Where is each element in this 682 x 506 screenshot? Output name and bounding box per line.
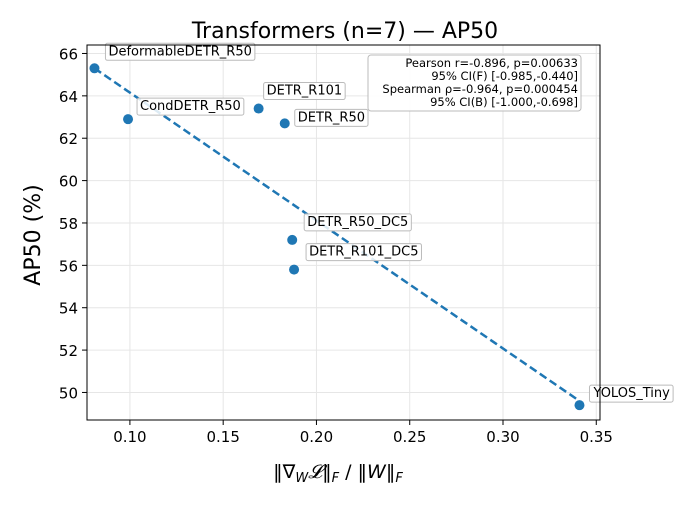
data-point — [574, 400, 585, 411]
data-point — [123, 114, 134, 125]
y-tick-label: 54 — [59, 300, 78, 318]
plot-frame — [86, 44, 601, 421]
y-tick-label: 56 — [59, 257, 78, 275]
point-label-box — [104, 42, 256, 61]
stats-line: Spearman ρ=-0.964, p=0.000454 — [382, 82, 578, 96]
point-label-text: DETR_R101 — [267, 84, 343, 99]
x-axis-title-part: / ‖ — [339, 461, 367, 483]
x-tick-label: 0.30 — [486, 428, 519, 446]
fit-line-group — [93, 67, 581, 402]
chart-title: Transformers (n=7) — AP50 — [191, 19, 498, 44]
x-tick-label: 0.10 — [113, 428, 146, 446]
y-axis-title: AP50 (%) — [21, 184, 46, 285]
point-label-text: DETR_R50_DC5 — [307, 215, 408, 230]
y-tick-label: 60 — [59, 173, 78, 191]
stats-box: Pearson r=-0.896, p=0.00633 95% CI(F) [-… — [367, 54, 582, 112]
point-label-text: CondDETR_R50 — [140, 99, 241, 114]
stats-line: Pearson r=-0.896, p=0.00633 — [405, 56, 578, 70]
data-point — [89, 63, 100, 74]
y-tick-label: 52 — [59, 342, 78, 360]
y-ticks: 50 52 54 56 58 60 62 64 66 — [59, 45, 87, 402]
y-tick-label: 64 — [59, 88, 78, 106]
y-tick-label: 66 — [59, 45, 78, 63]
point-label: DETR_R101 — [263, 82, 346, 101]
data-point — [253, 103, 264, 114]
point-label-text: DETR_R50 — [298, 110, 365, 125]
point-label-box — [588, 384, 674, 403]
point-label: CondDETR_R50 — [136, 97, 245, 116]
stats-box-frame — [367, 54, 582, 112]
point-label-box — [136, 97, 245, 116]
fit-line — [93, 67, 581, 402]
x-axis-title-part: ‖ — [386, 461, 396, 483]
data-point — [279, 118, 290, 129]
point-label: DeformableDETR_R50 — [104, 42, 256, 61]
point-label: DETR_R101_DC5 — [305, 243, 422, 262]
point-label-text: DeformableDETR_R50 — [108, 44, 251, 59]
y-tick-label: 58 — [59, 215, 78, 233]
x-axis-title-part: ‖∇ — [273, 461, 296, 483]
x-tick-label: 0.35 — [580, 428, 613, 446]
x-axis-title-part: W — [367, 461, 387, 483]
point-label: DETR_R50 — [294, 108, 369, 127]
x-tick-label: 0.20 — [300, 428, 333, 446]
point-label-box — [303, 213, 412, 232]
point-label-box — [305, 243, 422, 262]
y-tick-label: 50 — [59, 384, 78, 402]
data-point — [287, 234, 298, 245]
point-labels: DeformableDETR_R50 CondDETR_R50 DETR_R101 D… — [104, 42, 674, 403]
points — [89, 63, 585, 411]
x-tick-label: 0.25 — [393, 428, 426, 446]
x-tick-label: 0.15 — [206, 428, 239, 446]
point-label: DETR_R50_DC5 — [303, 213, 412, 232]
point-label-text: DETR_R101_DC5 — [309, 245, 418, 260]
x-axis-title-part: F — [332, 471, 340, 486]
point-label-box — [263, 82, 346, 101]
x-ticks: 0.10 0.15 0.20 0.25 0.30 0.35 — [113, 420, 613, 446]
stats-line: 95% CI(F) [-0.985,-0.440] — [431, 69, 578, 83]
x-axis-title-part: ‖ — [322, 461, 332, 483]
x-axis-title: ‖∇W𝓛‖F / ‖W‖F — [273, 461, 403, 486]
x-axis-title-part: F — [395, 471, 403, 486]
y-tick-label: 62 — [59, 130, 78, 148]
stats-line: 95% CI(B) [-1.000,-0.698] — [430, 95, 578, 109]
point-label-text: YOLOS_Tiny — [592, 386, 670, 401]
x-axis-title-part: W — [295, 471, 309, 486]
point-label-box — [294, 108, 369, 127]
point-label: YOLOS_Tiny — [588, 384, 674, 403]
data-point — [289, 264, 300, 275]
